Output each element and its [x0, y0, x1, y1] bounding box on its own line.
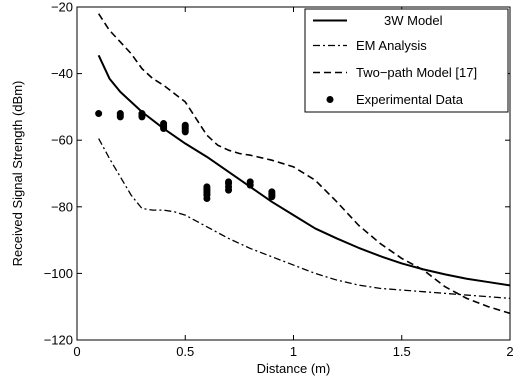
data-point [116, 113, 124, 121]
x-axis-label: Distance (m) [257, 361, 331, 376]
series-layer [95, 13, 510, 315]
x-tick-label: 2 [506, 344, 513, 359]
series-line-em-analysis [98, 138, 510, 300]
y-tick-label: −80 [51, 199, 73, 214]
x-tick-label: 1 [290, 344, 297, 359]
data-point [225, 186, 233, 194]
series-experimental-data [95, 110, 276, 202]
y-tick-label: −20 [51, 0, 73, 15]
x-tick-label: 1.5 [393, 344, 411, 359]
data-point [181, 128, 189, 136]
data-point [203, 194, 211, 202]
legend-label-em-analysis: EM Analysis [356, 38, 427, 53]
legend-label-two-path-model: Two−path Model [17] [356, 65, 477, 80]
data-point [138, 113, 146, 121]
x-tick-label: 0 [73, 344, 80, 359]
legend-box [304, 8, 509, 113]
legend-label-3w-model: 3W Model [384, 13, 443, 28]
ticks-layer: 0 0.5 1 1.5 2 −120 −100 −80 −60 −40 −20 [44, 0, 514, 359]
series-line-two-path-model-17 [97, 13, 510, 315]
data-point [246, 181, 254, 189]
data-point [160, 125, 168, 133]
data-point [95, 110, 103, 118]
x-tick-label: 0.5 [176, 344, 194, 359]
legend-label-experimental-data: Experimental Data [356, 92, 464, 107]
y-tick-label: −40 [51, 66, 73, 81]
series-line-3w-model [97, 54, 510, 287]
legend: 3W Model EM Analysis Two−path Model [17]… [304, 8, 509, 113]
data-point [268, 193, 276, 201]
y-tick-label: −100 [44, 266, 73, 281]
y-axis-label: Received Signal Strength (dBm) [10, 81, 25, 267]
y-tick-label: −120 [44, 333, 73, 348]
y-tick-label: −60 [51, 133, 73, 148]
legend-swatch-experimental-data [326, 96, 334, 103]
